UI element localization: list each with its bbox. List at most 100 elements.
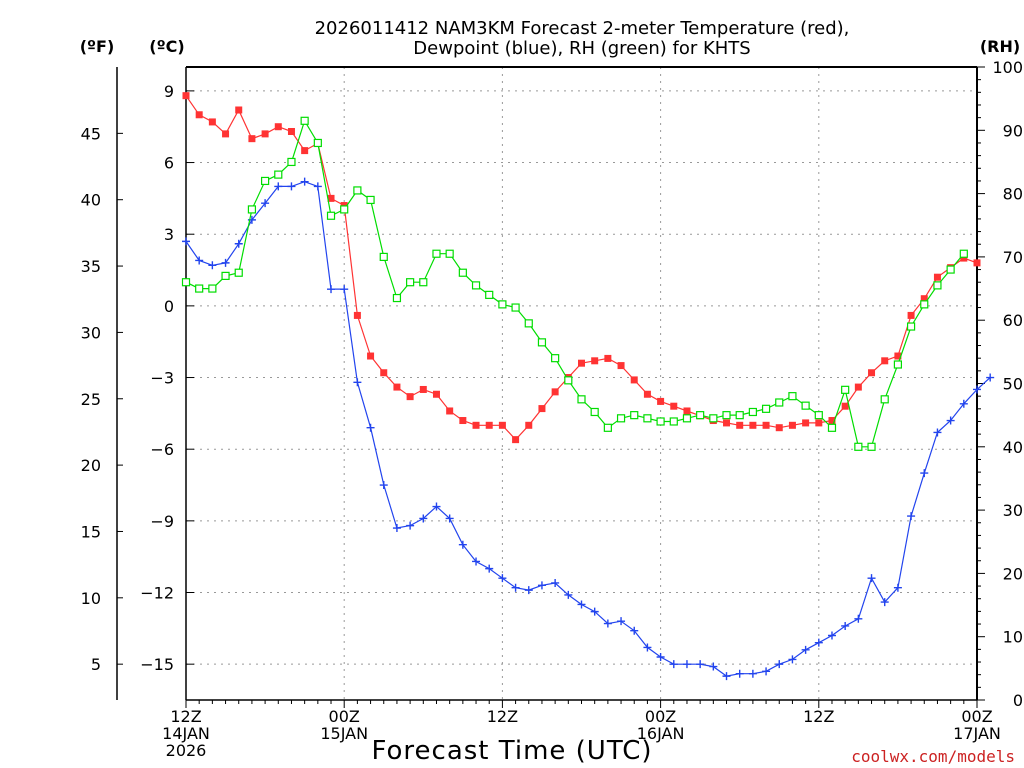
data-point xyxy=(682,414,692,423)
data-point xyxy=(261,199,270,208)
chart-title-line-1: 2026011412 NAM3KM Forecast 2-meter Tempe… xyxy=(315,18,850,39)
data-point xyxy=(313,182,322,191)
x-axis-label: Forecast Time (UTC) xyxy=(371,736,652,766)
data-point xyxy=(907,311,915,319)
data-point xyxy=(248,135,256,143)
rh-tick-label: 20 xyxy=(1003,564,1023,583)
celsius-tick-label: −12 xyxy=(140,584,174,603)
data-point xyxy=(867,574,876,583)
data-point xyxy=(722,672,731,681)
rh-tick-label: 80 xyxy=(1003,185,1023,204)
fahrenheit-tick-label: 15 xyxy=(81,522,101,541)
data-point xyxy=(775,424,783,432)
x-tick-label: 00Z xyxy=(329,707,360,726)
data-point xyxy=(406,521,415,530)
data-point xyxy=(630,626,639,635)
data-point xyxy=(287,127,295,135)
fahrenheit-tick-label: 25 xyxy=(81,390,101,409)
data-point xyxy=(366,423,375,432)
data-point xyxy=(827,423,837,432)
data-point xyxy=(894,352,902,360)
celsius-tick-label: −3 xyxy=(150,369,174,388)
data-point xyxy=(761,404,771,413)
data-point xyxy=(881,357,889,365)
data-point xyxy=(854,442,863,451)
data-point xyxy=(459,417,467,425)
data-point xyxy=(960,254,968,262)
x-tick-label: 12Z xyxy=(487,707,518,726)
fahrenheit-tick-label: 40 xyxy=(81,191,101,210)
data-point xyxy=(986,373,995,382)
data-point xyxy=(854,614,863,623)
data-point xyxy=(353,378,362,387)
data-point xyxy=(274,123,282,131)
data-point xyxy=(537,581,546,590)
data-point xyxy=(498,574,507,583)
data-point xyxy=(419,278,428,287)
axes: 9630−3−6−9−12−15454035302520151051009080… xyxy=(81,58,1023,760)
data-point xyxy=(498,300,507,309)
data-point xyxy=(696,660,705,669)
rh-tick-label: 50 xyxy=(1003,375,1023,394)
data-point xyxy=(973,385,981,394)
data-point xyxy=(261,176,270,186)
data-point xyxy=(432,390,440,398)
celsius-tick-label: −15 xyxy=(140,655,174,674)
credit-text: coolwx.com/models xyxy=(851,747,1015,766)
data-point xyxy=(696,411,705,420)
data-point xyxy=(933,428,942,437)
series-line xyxy=(185,119,965,448)
data-point xyxy=(208,284,217,293)
data-point xyxy=(445,514,454,523)
data-point xyxy=(603,619,612,628)
data-point xyxy=(247,205,257,214)
data-point xyxy=(827,631,836,640)
fahrenheit-tick-label: 30 xyxy=(81,323,101,342)
data-point xyxy=(722,411,731,420)
data-point xyxy=(379,481,388,490)
celsius-tick-label: −6 xyxy=(150,440,174,459)
data-point xyxy=(485,290,494,299)
celsius-tick-label: −9 xyxy=(150,512,174,531)
data-point xyxy=(485,421,493,429)
data-point xyxy=(841,621,850,630)
data-point xyxy=(524,319,533,328)
data-point xyxy=(340,285,349,294)
x-tick-label: 17JAN xyxy=(953,724,1001,743)
data-point xyxy=(472,557,481,566)
data-point xyxy=(485,564,494,573)
data-point xyxy=(326,211,336,220)
data-point xyxy=(762,667,771,676)
x-tick-label: 00Z xyxy=(961,707,992,726)
data-point xyxy=(723,419,731,427)
fahrenheit-unit-label: (ºF) xyxy=(80,37,115,56)
data-point xyxy=(630,411,639,420)
rh-tick-label: 100 xyxy=(992,58,1023,77)
data-point xyxy=(274,170,283,179)
data-point xyxy=(182,92,190,100)
fahrenheit-tick-label: 20 xyxy=(81,456,101,475)
data-point xyxy=(643,414,652,423)
series-dewpoint xyxy=(182,177,995,681)
rh-tick-label: 40 xyxy=(1003,438,1023,457)
x-tick-label: 14JAN xyxy=(162,724,210,743)
data-point xyxy=(327,194,335,202)
data-point xyxy=(578,359,585,367)
data-point xyxy=(366,195,375,205)
data-point xyxy=(353,186,362,195)
data-point xyxy=(235,106,243,114)
data-point xyxy=(669,660,678,669)
data-point xyxy=(392,293,402,303)
data-point xyxy=(367,352,375,360)
data-point xyxy=(524,586,533,595)
data-point xyxy=(788,655,797,664)
data-point xyxy=(907,512,916,521)
data-point xyxy=(353,311,361,319)
data-point xyxy=(617,617,626,626)
data-point xyxy=(736,421,744,429)
data-point xyxy=(880,598,889,607)
data-point xyxy=(657,397,665,405)
rh-tick-label: 60 xyxy=(1003,311,1023,330)
data-point xyxy=(551,578,560,587)
